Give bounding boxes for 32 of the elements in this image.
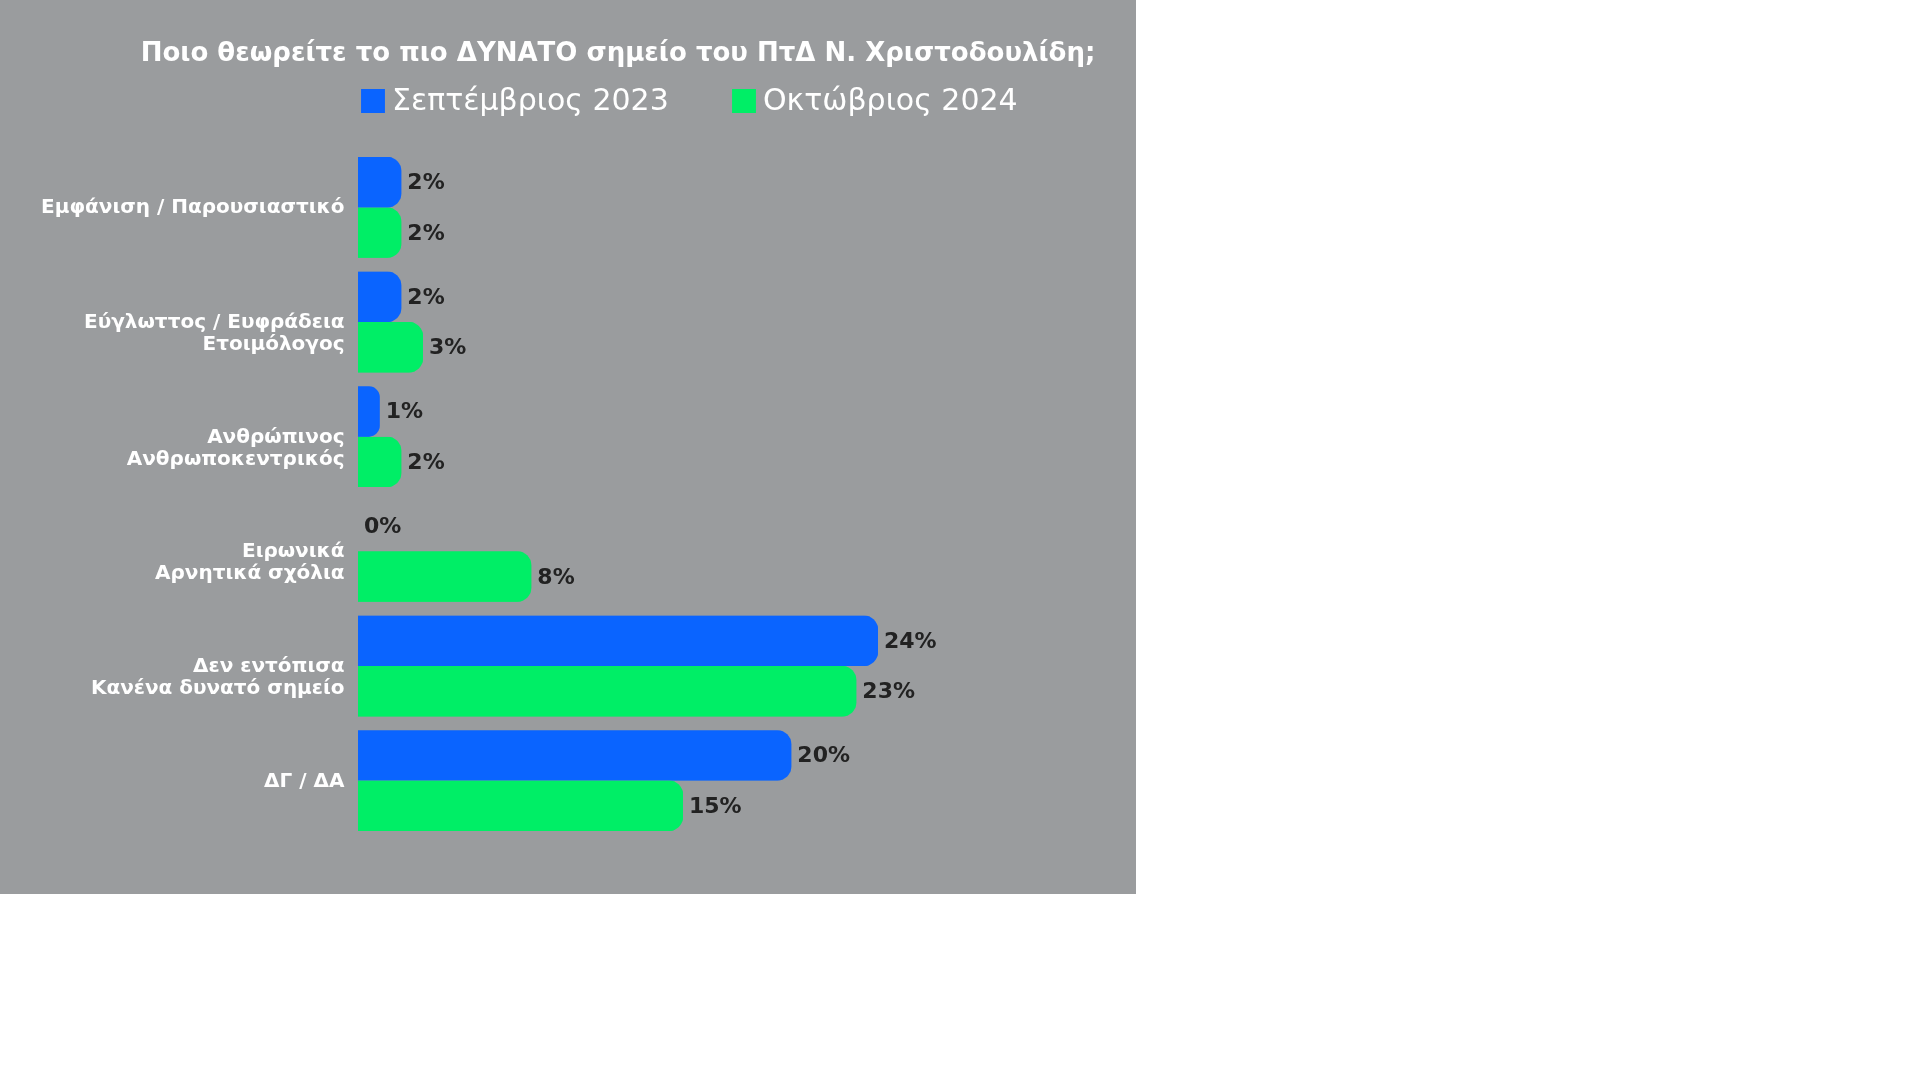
data-label: 2% <box>407 283 445 309</box>
bar <box>358 665 857 717</box>
data-label: 15% <box>689 792 742 818</box>
data-label: 0% <box>364 513 402 539</box>
data-label: 1% <box>385 398 424 424</box>
bar <box>358 436 402 488</box>
bar <box>358 156 402 208</box>
bar <box>358 322 423 373</box>
data-label: 24% <box>884 627 937 653</box>
bar <box>358 271 402 323</box>
data-label: 3% <box>429 334 467 360</box>
legend-label: Οκτώβριος 2024 <box>763 82 1018 117</box>
data-label: 20% <box>797 742 851 768</box>
y-tick-label: Εύγλωττος / Ευφράδεια Ετοιμόλογος <box>84 309 345 356</box>
data-label: 23% <box>862 678 916 704</box>
data-label: 2% <box>407 448 445 474</box>
bar <box>358 551 532 602</box>
bar <box>358 780 683 832</box>
bar <box>358 615 878 666</box>
legend-label: Σεπτέμβριος 2023 <box>392 82 669 117</box>
bar <box>358 207 402 258</box>
data-label: 2% <box>407 169 445 195</box>
y-tick-label: Εμφάνιση / Παρουσιαστικό <box>41 194 345 219</box>
y-tick-label: Ειρωνικά Αρνητικά σχόλια <box>154 538 345 585</box>
bar <box>358 730 792 781</box>
y-tick-label: Ανθρώπινος Ανθρωποκεντρικός <box>126 423 345 470</box>
chart-title: Ποιο θεωρείτε το πιο ΔΥΝΑΤΟ σημείο του ΠτΔ Ν. Χριστοδουλίδη; <box>140 37 1096 67</box>
data-label: 2% <box>407 219 445 245</box>
data-label: 8% <box>537 563 575 589</box>
bar <box>358 386 380 437</box>
y-tick-label: ΔΓ / ΔΑ <box>264 767 346 792</box>
y-tick-label: Δεν εντόπισα Κανένα δυνατό σημείο <box>90 652 345 699</box>
